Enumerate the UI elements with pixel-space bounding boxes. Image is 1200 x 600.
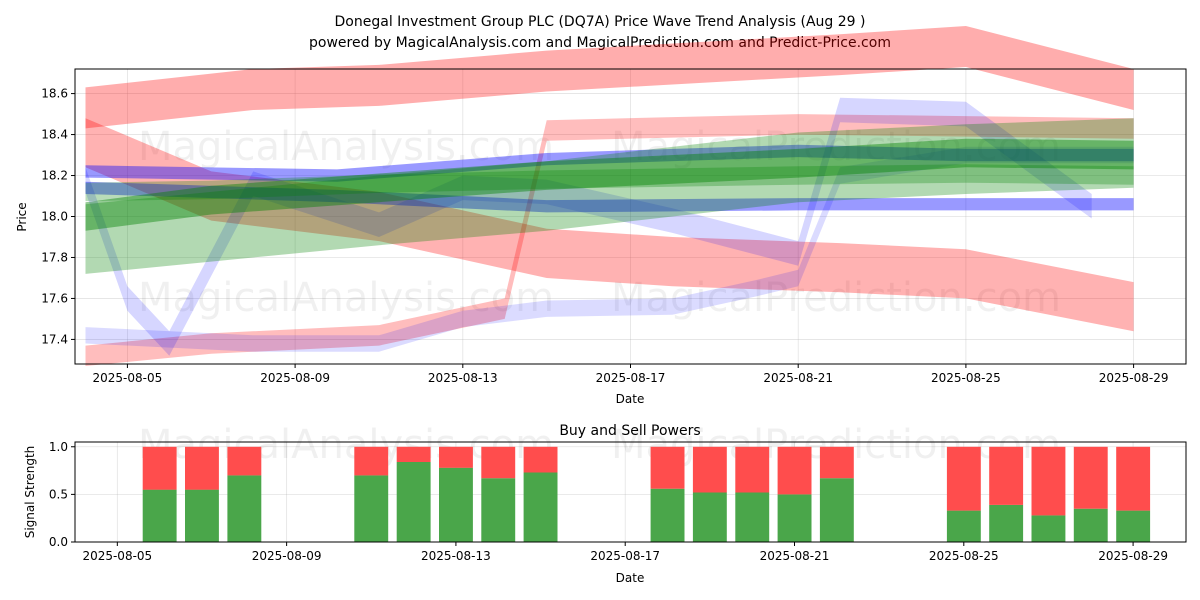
price-y-tick-label: 18.6 bbox=[41, 87, 68, 101]
buy-bar bbox=[354, 475, 389, 542]
watermark-text: MagicalAnalysis.com bbox=[138, 275, 554, 321]
price-y-ticks: 17.4 17.6 17.8 18.0 18.2 18.4 18.6 bbox=[41, 87, 75, 346]
buy-bar bbox=[777, 494, 812, 542]
sell-bar bbox=[946, 446, 981, 511]
wave-band-green-7 bbox=[85, 118, 1134, 274]
wave-band-blue-3 bbox=[85, 97, 1092, 356]
buy-bar bbox=[946, 510, 981, 542]
sell-bar bbox=[1031, 446, 1066, 516]
buy-bar bbox=[1073, 508, 1108, 542]
price-x-tick-label: 2025-08-13 bbox=[428, 371, 498, 385]
wave-band-red-0 bbox=[85, 26, 1134, 129]
sell-bar bbox=[989, 446, 1024, 505]
price-x-tick-label: 2025-08-29 bbox=[1099, 371, 1169, 385]
price-x-tick-label: 2025-08-25 bbox=[931, 371, 1001, 385]
signal-plot-frame bbox=[74, 441, 1187, 543]
buy-bar bbox=[481, 478, 516, 542]
buy-bar bbox=[439, 467, 473, 542]
buy-sell-title: Buy and Sell Powers bbox=[559, 423, 700, 439]
wave-band-blue-4 bbox=[85, 146, 1134, 352]
buy-bar bbox=[692, 492, 727, 542]
buy-bar bbox=[396, 462, 431, 542]
price-y-tick-label: 18.2 bbox=[41, 169, 68, 183]
wave-band-green-9 bbox=[85, 164, 1134, 202]
watermark-text: MagicalPrediction.com bbox=[611, 124, 1061, 170]
chart-title-line2: powered by MagicalAnalysis.com and Magic… bbox=[309, 35, 891, 51]
buy-bar bbox=[989, 504, 1024, 542]
price-wave-chart: MagicalAnalysis.com MagicalPrediction.com… bbox=[15, 26, 1187, 406]
signal-x-axis-label: Date bbox=[616, 571, 645, 585]
sell-bar bbox=[523, 446, 558, 473]
wave-band-red-1 bbox=[85, 118, 1134, 332]
sell-bar bbox=[142, 446, 177, 490]
price-watermarks: MagicalAnalysis.com MagicalPrediction.com… bbox=[138, 124, 1061, 321]
signal-y-axis-label: Signal Strength bbox=[23, 446, 37, 539]
buy-bar bbox=[227, 475, 262, 542]
price-x-tick-label: 2025-08-09 bbox=[260, 371, 330, 385]
signal-y-tick-label: 0.0 bbox=[49, 535, 68, 549]
price-y-tick-label: 17.6 bbox=[41, 291, 68, 305]
buy-bar bbox=[1116, 510, 1151, 542]
price-y-axis-label: Price bbox=[15, 202, 29, 231]
buy-bar bbox=[735, 492, 770, 542]
sell-bar bbox=[227, 446, 262, 476]
price-x-tick-label: 2025-08-21 bbox=[763, 371, 833, 385]
price-x-ticks: 2025-08-05 2025-08-09 2025-08-13 2025-08-17… bbox=[93, 364, 1169, 385]
sell-bar bbox=[1116, 446, 1151, 511]
signal-y-tick-label: 0.5 bbox=[49, 487, 68, 501]
signal-y-tick-label: 1.0 bbox=[49, 440, 68, 454]
sell-bar bbox=[777, 446, 812, 495]
buy-bar bbox=[142, 489, 177, 542]
wave-band-blue-5 bbox=[85, 144, 1134, 182]
sell-bar bbox=[650, 446, 685, 489]
price-x-tick-label: 2025-08-05 bbox=[93, 371, 163, 385]
price-y-tick-label: 18.0 bbox=[41, 210, 68, 224]
watermark-text: MagicalPrediction.com bbox=[611, 275, 1061, 321]
watermark-text: MagicalAnalysis.com bbox=[138, 124, 554, 170]
sell-bar bbox=[396, 446, 431, 462]
price-y-tick-label: 18.4 bbox=[41, 128, 68, 142]
wave-band-green-8 bbox=[85, 138, 1134, 231]
sell-bar bbox=[735, 446, 770, 493]
price-grid bbox=[75, 69, 1186, 364]
signal-x-ticks: 2025-08-05 2025-08-09 2025-08-13 2025-08-17… bbox=[82, 542, 1168, 563]
buy-sell-chart: Buy and Sell Powers MagicalAnalysis.com M… bbox=[23, 422, 1187, 585]
sell-bar bbox=[481, 446, 516, 479]
sell-bar bbox=[692, 446, 727, 493]
price-x-axis-label: Date bbox=[616, 392, 645, 406]
sell-bar bbox=[185, 446, 219, 490]
sell-bar bbox=[1073, 446, 1108, 509]
signal-x-tick-label: 2025-08-21 bbox=[760, 549, 830, 563]
sell-bar bbox=[354, 446, 389, 476]
price-y-tick-label: 17.4 bbox=[41, 332, 68, 346]
price-y-tick-label: 17.8 bbox=[41, 250, 68, 264]
signal-x-tick-label: 2025-08-25 bbox=[929, 549, 999, 563]
price-wave-bands bbox=[85, 26, 1134, 366]
sell-bar bbox=[819, 446, 854, 479]
signal-y-ticks: 0.0 0.5 1.0 bbox=[49, 440, 75, 549]
signal-bars bbox=[142, 446, 1151, 542]
signal-x-tick-label: 2025-08-09 bbox=[252, 549, 322, 563]
sell-bar bbox=[439, 446, 473, 468]
chart-title-line1: Donegal Investment Group PLC (DQ7A) Pric… bbox=[335, 14, 866, 30]
buy-bar bbox=[1031, 515, 1066, 542]
wave-band-blue-6 bbox=[85, 181, 1134, 213]
price-x-tick-label: 2025-08-17 bbox=[596, 371, 666, 385]
signal-x-tick-label: 2025-08-05 bbox=[82, 549, 152, 563]
buy-bar bbox=[650, 488, 685, 542]
buy-bar bbox=[523, 472, 558, 542]
buy-bar bbox=[819, 478, 854, 542]
buy-bar bbox=[185, 489, 219, 542]
signal-x-tick-label: 2025-08-17 bbox=[590, 549, 660, 563]
signal-x-tick-label: 2025-08-29 bbox=[1098, 549, 1168, 563]
wave-band-red-2 bbox=[85, 114, 1134, 366]
signal-x-tick-label: 2025-08-13 bbox=[421, 549, 491, 563]
